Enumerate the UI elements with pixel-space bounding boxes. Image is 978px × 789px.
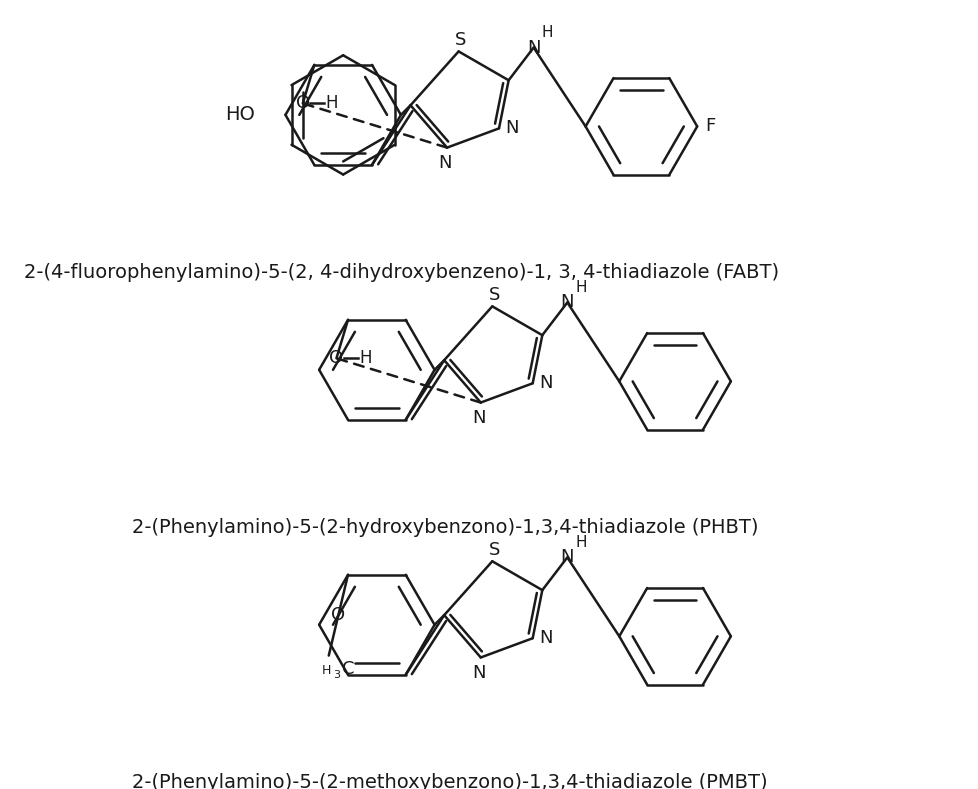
Text: 3: 3 (333, 670, 339, 680)
Text: O: O (295, 95, 309, 112)
Text: N: N (539, 630, 553, 647)
Text: H: H (359, 350, 372, 368)
Text: N: N (471, 409, 485, 427)
Text: N: N (539, 374, 553, 392)
Text: F: F (705, 118, 715, 136)
Text: C: C (341, 660, 354, 678)
Text: HO: HO (225, 106, 254, 125)
Text: 2-(Phenylamino)-5-(2-methoxybenzono)-1,3,4-thiadiazole (PMBT): 2-(Phenylamino)-5-(2-methoxybenzono)-1,3… (131, 773, 767, 789)
Text: H: H (574, 534, 586, 549)
Text: N: N (438, 154, 452, 172)
Text: N: N (506, 119, 518, 137)
Text: O: O (331, 606, 345, 624)
Text: 2-(Phenylamino)-5-(2-hydroxybenzono)-1,3,4-thiadiazole (PHBT): 2-(Phenylamino)-5-(2-hydroxybenzono)-1,3… (131, 518, 757, 537)
Text: S: S (488, 286, 500, 304)
Text: S: S (455, 31, 466, 49)
Text: S: S (488, 540, 500, 559)
Text: O: O (329, 350, 343, 368)
Text: H: H (574, 279, 586, 294)
Text: N: N (560, 548, 573, 567)
Text: 2-(4-fluorophenylamino)-5-(2, 4-dihydroxybenzeno)-1, 3, 4-thiadiazole (FABT): 2-(4-fluorophenylamino)-5-(2, 4-dihydrox… (23, 264, 778, 282)
Text: H: H (325, 95, 337, 112)
Text: H: H (322, 664, 332, 678)
Text: N: N (560, 294, 573, 312)
Text: H: H (541, 24, 553, 39)
Text: N: N (526, 39, 540, 57)
Text: N: N (471, 664, 485, 682)
